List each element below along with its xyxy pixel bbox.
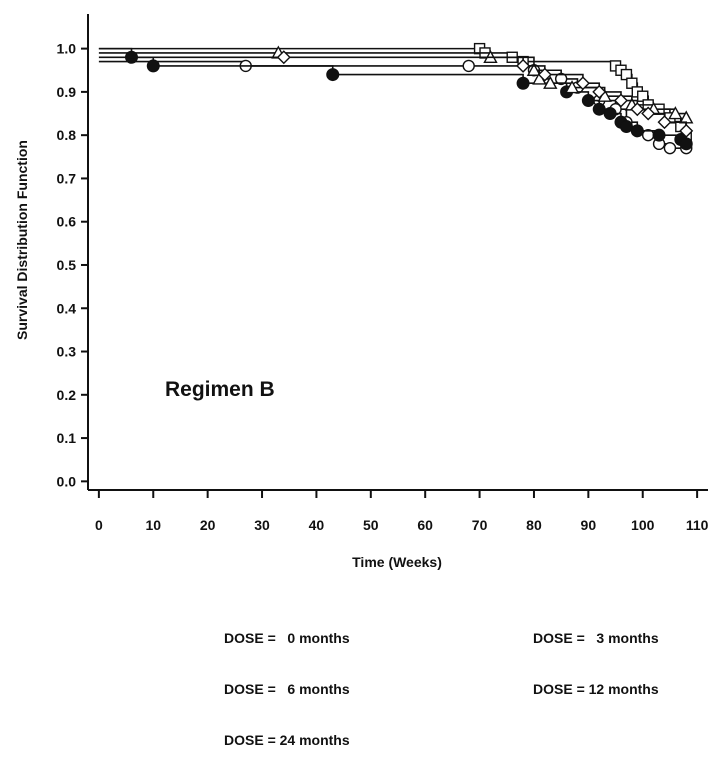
y-tick-label: 0.9: [57, 84, 77, 100]
data-point-open-diamond: [592, 84, 607, 99]
x-tick-label: 40: [309, 517, 325, 533]
data-point-open-circle: [462, 59, 475, 73]
plot-area: 0.0 0.1 0.2 0.3 0.4 0.5 0.6 0.7 0.8 0.9 1.0 0 10 20 30…: [57, 14, 709, 533]
x-tick-label: 110: [686, 517, 709, 533]
y-tick-label: 0.6: [57, 214, 77, 230]
x-tick-label: 60: [417, 517, 433, 533]
data-point-open-diamond: [679, 123, 694, 138]
y-tick-label: 1.0: [57, 41, 77, 57]
data-point-filled-circle: [516, 76, 530, 90]
data-point-open-diamond: [657, 115, 672, 130]
legend-entry: DOSE = 3 months: [533, 630, 659, 646]
y-tick-label: 0.3: [57, 344, 77, 360]
x-axis-title: Time (Weeks): [352, 554, 442, 570]
data-point-filled-circle: [146, 59, 160, 73]
data-point-open-triangle: [564, 80, 580, 94]
data-point-filled-circle: [592, 102, 606, 116]
data-point-filled-circle: [630, 124, 644, 138]
legend-left: DOSE = 0 months DOSE = 6 months DOSE = 2…: [224, 596, 350, 766]
data-point-open-diamond: [630, 102, 645, 117]
data-point-open-triangle: [543, 75, 558, 89]
x-tick-label: 80: [526, 517, 542, 533]
data-point-open-diamond: [575, 76, 590, 91]
data-point-filled-circle: [679, 137, 693, 151]
legend-entry: DOSE = 24 months: [224, 732, 350, 748]
data-point-filled-circle: [581, 94, 595, 108]
x-tick-label: 100: [631, 517, 655, 533]
legend-entry: DOSE = 6 months: [224, 681, 350, 697]
x-tick-label: 20: [200, 517, 216, 533]
legend-entry: DOSE = 0 months: [224, 630, 350, 646]
data-point-open-circle: [663, 141, 677, 155]
legend-entry: DOSE = 12 months: [533, 681, 659, 697]
data-point-open-diamond: [276, 50, 291, 65]
y-tick-label: 0.1: [57, 430, 77, 446]
x-tick-label: 70: [472, 517, 488, 533]
regimen-annotation: Regimen B: [165, 378, 275, 401]
y-tick-label: 0.0: [57, 473, 77, 489]
data-point-open-triangle: [668, 106, 683, 120]
data-point-filled-circle: [619, 120, 633, 134]
data-point-filled-circle: [326, 68, 340, 82]
y-tick-label: 0.2: [57, 387, 77, 403]
x-tick-label: 10: [145, 517, 161, 533]
data-point-filled-circle: [603, 107, 617, 121]
x-tick-label: 30: [254, 517, 270, 533]
data-point-open-circle: [554, 72, 568, 86]
survival-chart: 0.0 0.1 0.2 0.3 0.4 0.5 0.6 0.7 0.8 0.9 1.0 0 10 20 30…: [14, 14, 709, 570]
data-point-open-triangle: [526, 62, 542, 76]
y-tick-label: 0.7: [57, 170, 77, 186]
data-point-open-diamond: [641, 106, 656, 121]
data-point-open-diamond: [613, 93, 628, 108]
y-axis-title: Survival Distribution Function: [14, 140, 30, 340]
data-point-open-diamond: [516, 58, 531, 73]
x-tick-label: 90: [581, 517, 597, 533]
y-tick-label: 0.4: [57, 300, 77, 316]
y-tick-label: 0.8: [57, 127, 77, 143]
x-tick-label: 0: [95, 517, 103, 533]
y-tick-label: 0.5: [57, 257, 77, 273]
data-point-open-diamond: [537, 67, 552, 82]
data-point-filled-circle: [652, 128, 666, 142]
x-tick-label: 50: [363, 517, 379, 533]
